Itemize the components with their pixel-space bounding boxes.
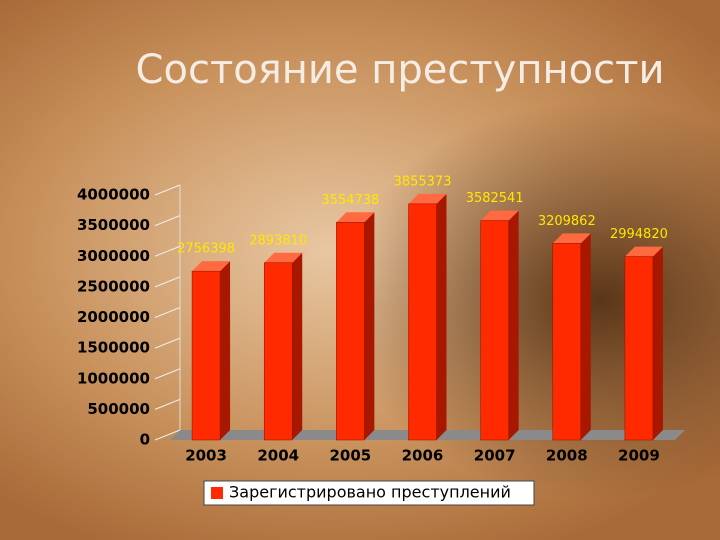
tick-mark [154, 276, 181, 288]
y-tick-label: 2500000 [77, 277, 150, 295]
data-label: 2893810 [249, 233, 307, 248]
y-tick-label: 500000 [87, 400, 150, 418]
x-tick-label: 2003 [185, 447, 227, 465]
bar [624, 256, 654, 441]
y-tick-label: 4000000 [77, 186, 150, 204]
bar-side [292, 252, 303, 440]
x-tick-label: 2008 [546, 447, 588, 465]
tick-mark [154, 215, 181, 227]
tick-mark [154, 337, 181, 349]
tick-mark [154, 184, 181, 196]
y-tick-label: 2000000 [77, 308, 150, 326]
bar-top [552, 233, 591, 244]
data-label: 3554738 [321, 193, 379, 208]
bar-top [336, 212, 375, 223]
bar-top [480, 210, 519, 221]
y-tick-label: 3500000 [77, 216, 150, 234]
data-label: 3855373 [394, 174, 452, 189]
bar [263, 262, 293, 441]
y-tick-label: 1000000 [77, 369, 150, 387]
x-tick-label: 2006 [402, 447, 444, 465]
x-tick-label: 2007 [474, 447, 516, 465]
x-tick-label: 2005 [329, 447, 371, 465]
bar-side [220, 261, 231, 440]
bar-top [192, 261, 231, 272]
bar-side [436, 193, 447, 440]
y-tick-label: 3000000 [77, 247, 150, 265]
tick-mark [154, 368, 181, 380]
legend-box [203, 480, 535, 506]
bar-side [580, 233, 591, 440]
data-label: 3209862 [538, 214, 596, 229]
bar-side [652, 246, 663, 440]
data-label: 3582541 [466, 191, 524, 206]
bar-side [508, 210, 519, 440]
data-label: 2756398 [177, 242, 235, 257]
tick-mark [154, 245, 181, 257]
chart-title: Состояние преступности [136, 47, 665, 93]
x-tick-label: 2004 [257, 447, 299, 465]
data-label: 2994820 [610, 227, 668, 242]
bar-top [264, 252, 303, 263]
bar-side [364, 212, 375, 440]
legend-swatch [211, 487, 223, 499]
tick-mark [154, 398, 181, 410]
x-tick-label: 2009 [618, 447, 660, 465]
y-tick-label: 1500000 [77, 339, 150, 357]
legend-label: Зарегистрировано преступлений [229, 483, 511, 502]
tick-mark [154, 307, 181, 318]
bar [191, 270, 221, 441]
bar [336, 222, 365, 441]
bar-top [624, 246, 663, 257]
bar [552, 243, 582, 441]
bar [480, 220, 509, 441]
bar [408, 203, 437, 441]
y-tick-label: 0 [140, 431, 150, 449]
tick-mark [154, 429, 181, 441]
bar-top [408, 193, 447, 204]
